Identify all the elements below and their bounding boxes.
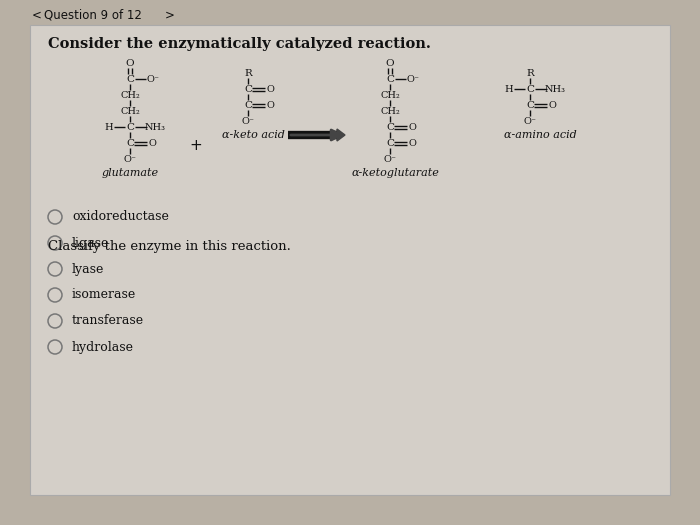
Text: O: O	[266, 100, 274, 110]
Text: C: C	[244, 85, 252, 93]
Text: O: O	[548, 100, 556, 110]
Text: ligase: ligase	[72, 236, 109, 249]
Text: CH₂: CH₂	[120, 90, 140, 100]
Text: NH₃: NH₃	[144, 122, 165, 131]
Text: O⁻: O⁻	[407, 75, 419, 83]
Text: α-amino acid: α-amino acid	[503, 130, 576, 140]
Text: H: H	[105, 122, 113, 131]
Text: oxidoreductase: oxidoreductase	[72, 211, 169, 224]
Text: O: O	[148, 139, 156, 148]
Text: O: O	[408, 139, 416, 148]
Text: O: O	[266, 85, 274, 93]
Text: C: C	[126, 122, 134, 131]
Text: isomerase: isomerase	[72, 289, 136, 301]
Text: C: C	[244, 100, 252, 110]
Polygon shape	[337, 129, 345, 141]
Text: O⁻: O⁻	[524, 117, 536, 125]
Text: C: C	[126, 75, 134, 83]
Text: CH₂: CH₂	[380, 107, 400, 116]
Text: +: +	[190, 138, 202, 152]
Text: hydrolase: hydrolase	[72, 341, 134, 353]
Text: glutamate: glutamate	[102, 168, 159, 178]
Text: Classify the enzyme in this reaction.: Classify the enzyme in this reaction.	[48, 240, 291, 253]
Text: >: >	[165, 8, 175, 22]
Text: R: R	[526, 68, 534, 78]
Text: α-ketoglutarate: α-ketoglutarate	[351, 168, 439, 178]
Text: CH₂: CH₂	[380, 90, 400, 100]
Text: O⁻: O⁻	[241, 117, 255, 125]
Text: Question 9 of 12: Question 9 of 12	[44, 8, 142, 22]
Text: C: C	[526, 85, 534, 93]
Text: lyase: lyase	[72, 262, 104, 276]
Text: C: C	[386, 139, 394, 148]
Text: O: O	[408, 122, 416, 131]
Text: C: C	[386, 75, 394, 83]
Text: Consider the enzymatically catalyzed reaction.: Consider the enzymatically catalyzed rea…	[48, 37, 431, 51]
Text: C: C	[126, 139, 134, 148]
Text: transferase: transferase	[72, 314, 144, 328]
Text: O: O	[386, 58, 394, 68]
Text: C: C	[386, 122, 394, 131]
Text: CH₂: CH₂	[120, 107, 140, 116]
FancyBboxPatch shape	[30, 25, 670, 495]
Text: R: R	[244, 68, 252, 78]
Text: NH₃: NH₃	[545, 85, 566, 93]
Text: α-keto acid: α-keto acid	[222, 130, 284, 140]
Text: H: H	[505, 85, 513, 93]
Text: C: C	[526, 100, 534, 110]
Text: O⁻: O⁻	[146, 75, 160, 83]
Text: O⁻: O⁻	[123, 154, 136, 163]
Text: O: O	[126, 58, 134, 68]
Text: O⁻: O⁻	[384, 154, 396, 163]
Text: <: <	[32, 8, 42, 22]
